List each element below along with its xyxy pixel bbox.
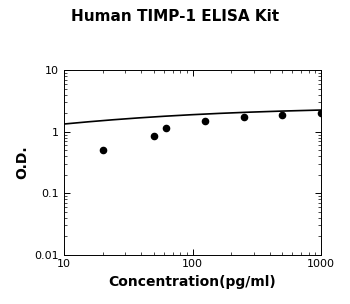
Y-axis label: O.D.: O.D.: [15, 146, 29, 179]
Point: [202, 119, 208, 123]
Point: [280, 112, 285, 117]
Point: [241, 114, 246, 119]
Point: [318, 110, 324, 115]
Point: [151, 134, 157, 139]
X-axis label: Concentration(pg/ml): Concentration(pg/ml): [108, 275, 276, 289]
Point: [163, 126, 169, 130]
Point: [100, 148, 105, 153]
Text: Human TIMP-1 ELISA Kit: Human TIMP-1 ELISA Kit: [71, 9, 279, 24]
